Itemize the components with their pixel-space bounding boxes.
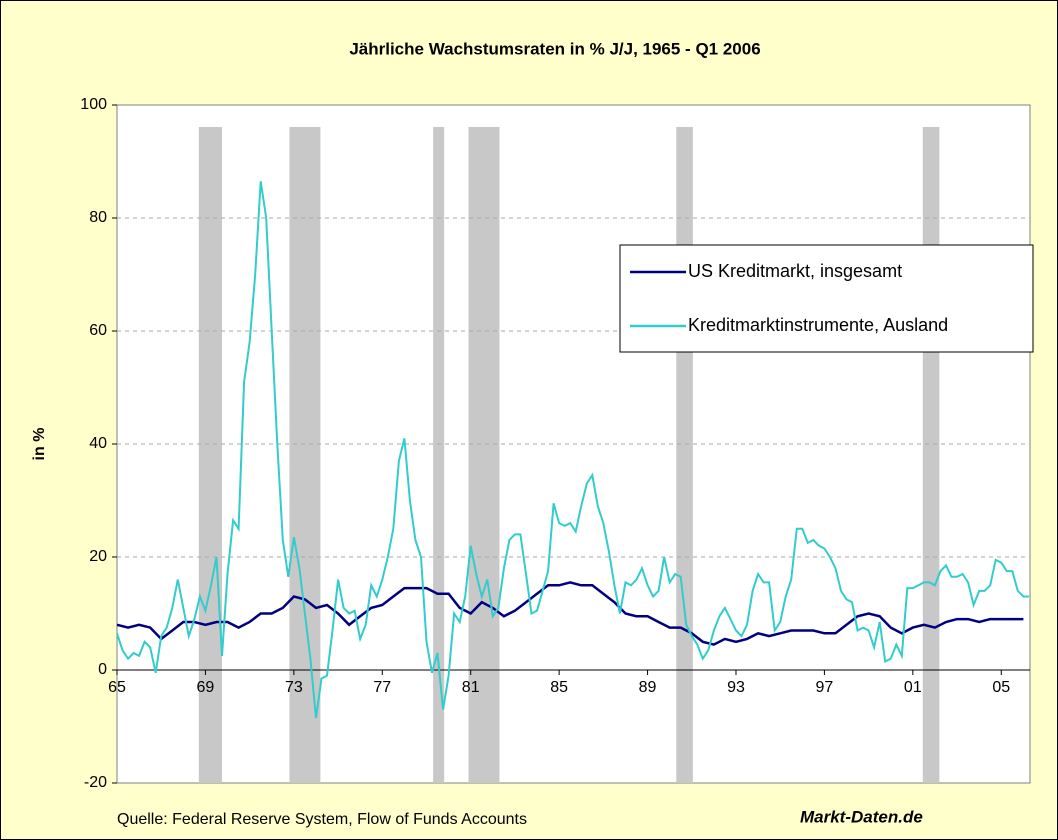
x-tick-label: 97 — [816, 679, 834, 696]
y-tick-label: 20 — [89, 548, 107, 565]
x-tick-label: 93 — [727, 679, 745, 696]
x-tick-label: 01 — [904, 679, 922, 696]
y-tick-label: 60 — [89, 322, 107, 339]
x-tick-label: 85 — [550, 679, 568, 696]
x-tick-label: 65 — [108, 679, 126, 696]
source-note: Quelle: Federal Reserve System, Flow of … — [117, 811, 527, 828]
x-tick-label: 69 — [197, 679, 215, 696]
shaded-period — [922, 127, 940, 783]
x-tick-label: 73 — [285, 679, 303, 696]
y-tick-label: 100 — [80, 96, 107, 113]
shaded-period — [198, 127, 223, 783]
y-tick-label: 40 — [89, 435, 107, 452]
x-tick-label: 77 — [373, 679, 391, 696]
legend-label: US Kreditmarkt, insgesamt — [688, 261, 902, 281]
series-line — [116, 181, 1029, 719]
x-tick-label: 05 — [992, 679, 1010, 696]
shaded-period — [676, 127, 693, 783]
x-tick-label: 81 — [462, 679, 480, 696]
shaded-period — [289, 127, 321, 783]
y-tick-label: -20 — [84, 774, 107, 791]
x-tick-label: 89 — [639, 679, 657, 696]
legend-label: Kreditmarktinstrumente, Ausland — [688, 315, 948, 335]
chart-title: Jährliche Wachstumsraten in % J/J, 1965 … — [349, 39, 760, 58]
brand: Markt-Daten.de — [800, 807, 923, 826]
legend-box — [619, 244, 1034, 353]
y-tick-label: 80 — [89, 209, 107, 226]
y-tick-label: 0 — [98, 661, 107, 678]
y-axis-label: in % — [31, 428, 48, 461]
series-line — [116, 581, 1024, 646]
shaded-period — [433, 127, 445, 783]
shaded-period — [468, 127, 500, 783]
